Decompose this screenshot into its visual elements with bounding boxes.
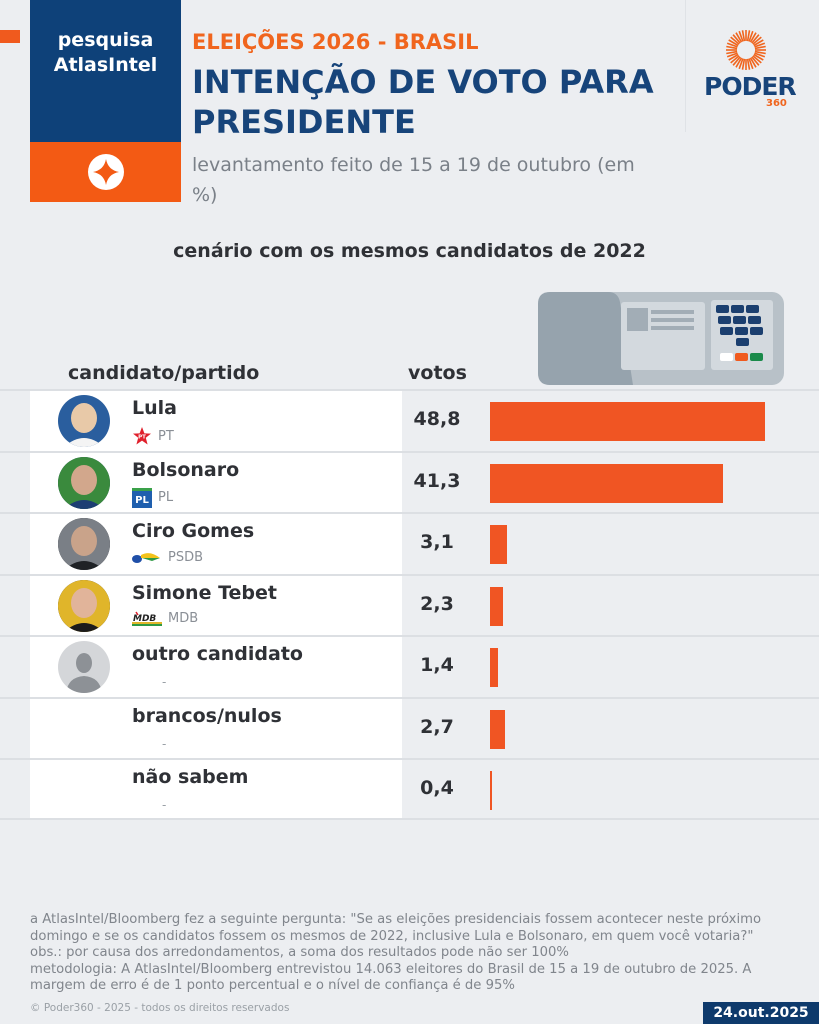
- party-label: PL: [158, 490, 174, 505]
- column-header-votes: votos: [408, 362, 467, 384]
- candidate-cell: Bolsonaro PL PL: [30, 452, 402, 512]
- table-row: Simone Tebet MDB MDB 2,3: [0, 573, 819, 635]
- candidate-name: Ciro Gomes: [132, 520, 255, 542]
- sun-icon: [726, 30, 766, 70]
- copyright: © Poder360 - 2025 - todos os direitos re…: [30, 1002, 290, 1014]
- vote-bar: [490, 771, 493, 810]
- header-divider: [685, 0, 686, 132]
- column-header-candidate: candidato/partido: [68, 362, 260, 384]
- svg-text:PT: PT: [138, 435, 146, 441]
- table-row: Ciro Gomes PSDB 3,1: [0, 512, 819, 574]
- table-row: Lula PT PT 48,8: [0, 389, 819, 451]
- logo-word: PODER: [704, 72, 797, 101]
- candidate-photo: [58, 395, 110, 447]
- brand-line1: pesquisa: [57, 29, 154, 51]
- vote-value: 1,4: [420, 654, 454, 676]
- candidate-photo: [58, 518, 110, 570]
- candidate-cell: Ciro Gomes PSDB: [30, 514, 402, 574]
- candidate-cell: brancos/nulos -: [30, 698, 402, 758]
- decorative-tick: [0, 30, 20, 43]
- psdb-toucan-icon: [132, 553, 160, 563]
- table-row: Bolsonaro PL PL 41,3: [0, 450, 819, 512]
- date-badge: 24.out.2025: [703, 1002, 819, 1024]
- vote-value: 2,7: [420, 715, 454, 738]
- subtitle: levantamento feito de 15 a 19 de outubro…: [192, 154, 635, 206]
- candidate-photo: [58, 579, 110, 632]
- vote-value: 41,3: [413, 469, 461, 492]
- vote-bar: [490, 648, 498, 687]
- candidate-cell: Simone Tebet MDB MDB: [30, 575, 402, 635]
- candidate-name: brancos/nulos: [132, 704, 282, 727]
- candidate-cell: não sabem -: [30, 760, 402, 818]
- party-label: PT: [158, 428, 174, 444]
- vote-value: 3,1: [420, 531, 454, 553]
- pt-star-icon: PT: [133, 427, 151, 445]
- vote-bar: [490, 709, 506, 749]
- footnote-methodology: metodologia: A AtlasIntel/Bloomberg entr…: [30, 961, 752, 994]
- page-title: INTENÇÃO DE VOTO PARA PRESIDENTE: [192, 63, 654, 141]
- party: PSDB: [132, 549, 203, 565]
- brand-line2: AtlasIntel: [53, 54, 158, 76]
- candidate-name: não sabem: [132, 766, 249, 788]
- atlasintel-logo-block: [30, 142, 181, 202]
- table-row: brancos/nulos - 2,7: [0, 696, 819, 758]
- party: PL PL: [132, 487, 174, 508]
- footnotes: a AtlasIntel/Bloomberg fez a seguinte pe…: [30, 912, 810, 995]
- party-none: -: [162, 736, 167, 751]
- vote-value: 48,8: [413, 408, 461, 430]
- candidate-photo: [58, 456, 110, 509]
- party-label: PSDB: [168, 549, 204, 565]
- party: MDB MDB: [132, 611, 198, 627]
- candidate-name: Simone Tebet: [132, 581, 277, 604]
- party: PT PT: [132, 426, 174, 446]
- svg-text:MDB: MDB: [133, 614, 156, 624]
- svg-text:PL: PL: [135, 495, 149, 506]
- results-table: Lula PT PT 48,8 Bolsonaro PL PL 41,3 Ciro …: [0, 389, 819, 820]
- vote-bar: [490, 525, 508, 564]
- footnote-question: a AtlasIntel/Bloomberg fez a seguinte pe…: [30, 912, 762, 944]
- vote-value: 0,4: [420, 777, 454, 799]
- vote-value: 2,3: [420, 592, 454, 615]
- kicker: ELEIÇÕES 2026 - BRASIL: [192, 30, 479, 54]
- vote-bar: [490, 463, 723, 503]
- party-none: -: [162, 675, 167, 689]
- table-row: outro candidato - 1,4: [0, 635, 819, 697]
- pl-logo-icon: PL: [132, 487, 152, 508]
- poder360-logo: PODER 360: [700, 28, 800, 114]
- logo-number: 360: [766, 98, 787, 109]
- party-none: -: [162, 798, 167, 812]
- candidate-cell: outro candidato -: [30, 637, 402, 697]
- party-label: MDB: [168, 611, 199, 626]
- atlasintel-brand: pesquisa AtlasIntel: [30, 0, 181, 142]
- table-row: não sabem - 0,4: [0, 758, 819, 820]
- candidate-name: Bolsonaro: [132, 458, 240, 481]
- atlasintel-compass-icon: [87, 154, 124, 190]
- placeholder-avatar-icon: [58, 641, 110, 693]
- candidate-name: outro candidato: [132, 643, 303, 665]
- vote-bar: [490, 402, 766, 441]
- candidate-name: Lula: [132, 397, 177, 419]
- mdb-logo-icon: MDB: [132, 611, 162, 626]
- scenario-title: cenário com os mesmos candidatos de 2022: [173, 240, 646, 262]
- voting-machine-illustration: [538, 292, 784, 389]
- candidate-cell: Lula PT PT: [30, 391, 402, 451]
- footnote-obs: obs.: por causa dos arredondamentos, a s…: [30, 945, 569, 960]
- vote-bar: [490, 586, 503, 626]
